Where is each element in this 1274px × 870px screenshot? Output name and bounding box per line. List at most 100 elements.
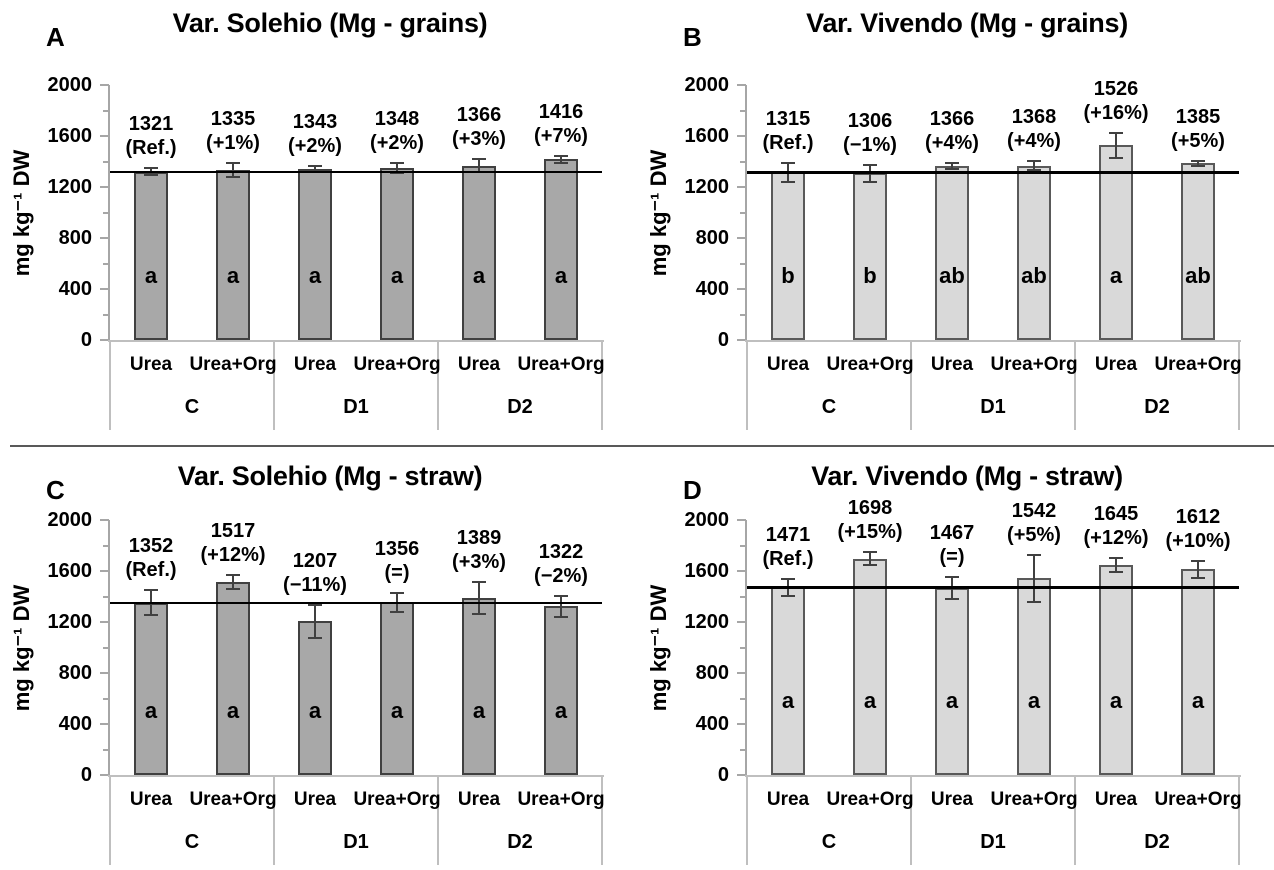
bar-urea-d2 xyxy=(462,597,496,775)
error-bar-cap-bottom xyxy=(1027,169,1041,172)
significance-letter: a xyxy=(144,263,158,289)
error-bar-cap-bottom xyxy=(144,174,158,177)
bar-annotation: 1343 (+2%) xyxy=(260,110,370,158)
bar-urea+org-d1 xyxy=(1017,578,1051,775)
group-separator-line xyxy=(746,777,748,865)
x-category-label: Urea+Org xyxy=(189,354,277,375)
group-separator-line xyxy=(109,342,111,430)
significance-letter: a xyxy=(863,688,877,714)
error-bar-cap-bottom xyxy=(1027,600,1041,603)
bar-urea-c xyxy=(134,602,168,775)
y-axis-line xyxy=(745,85,747,340)
error-bar-line xyxy=(951,162,953,170)
error-bar-cap-top xyxy=(308,164,322,167)
error-bar-cap-bottom xyxy=(226,175,240,178)
panel-title-d: Var. Vivendo (Mg - straw) xyxy=(811,461,1123,491)
y-tick-major xyxy=(737,135,746,137)
x-group-label: D1 xyxy=(343,831,369,853)
y-tick-label: 0 xyxy=(80,764,92,786)
x-axis-line xyxy=(745,340,1241,342)
error-bar-cap-bottom xyxy=(945,168,959,171)
x-category-label: Urea xyxy=(129,354,173,375)
bar-annotation: 1368 (+4%) xyxy=(979,105,1089,153)
y-tick-minor xyxy=(103,109,109,112)
reference-line xyxy=(747,171,1239,174)
y-tick-major xyxy=(100,621,109,623)
bar-annotation: 1612 (+10%) xyxy=(1143,505,1253,553)
y-tick-label: 2000 xyxy=(47,509,93,531)
panel-b: B Var. Vivendo (Mg - grains) mg kg⁻¹ DW … xyxy=(637,0,1274,435)
bar-urea-d2 xyxy=(462,165,496,340)
y-tick-major xyxy=(100,186,109,188)
bar-annotation: 1352 (Ref.) xyxy=(96,534,206,582)
bar-urea-d1 xyxy=(935,587,969,775)
y-tick-label: 0 xyxy=(717,329,729,351)
panel-d: D Var. Vivendo (Mg - straw) mg kg⁻¹ DW 0… xyxy=(637,435,1274,870)
y-tick-minor xyxy=(103,211,109,214)
significance-letter: b xyxy=(781,263,795,289)
error-bar-line xyxy=(232,574,234,589)
x-category-label: Urea+Org xyxy=(517,354,605,375)
error-bar-cap-bottom xyxy=(863,181,877,184)
y-axis-line xyxy=(745,520,747,775)
bar-value-label: 1645 xyxy=(1093,503,1139,526)
x-category-label: Urea xyxy=(457,789,501,810)
bar-percent-label: (+1%) xyxy=(206,131,260,154)
y-tick-minor xyxy=(740,595,746,598)
error-bar-cap-bottom xyxy=(863,563,877,566)
bar-annotation: 1542 (+5%) xyxy=(979,499,1089,547)
y-tick-minor xyxy=(740,646,746,649)
bar-value-label: 1356 xyxy=(374,537,420,560)
bar-annotation: 1306 (−1%) xyxy=(815,109,925,157)
row-divider-line xyxy=(10,445,1274,447)
group-separator-line xyxy=(437,777,439,865)
y-tick-major xyxy=(100,288,109,290)
bar-value-label: 1526 xyxy=(1093,77,1139,100)
error-bar-cap-top xyxy=(781,161,795,164)
bar-percent-label: (Ref.) xyxy=(125,558,177,581)
error-bar-line xyxy=(478,159,480,173)
bar-urea+org-d1 xyxy=(380,168,414,340)
bar-urea+org-d1 xyxy=(1017,165,1051,340)
error-bar-cap-top xyxy=(144,588,158,591)
x-category-label: Urea xyxy=(1094,789,1138,810)
x-group-label: D2 xyxy=(1144,831,1170,853)
group-separator-line xyxy=(1238,342,1240,430)
error-bar-cap-top xyxy=(390,591,404,594)
error-bar-cap-bottom xyxy=(390,172,404,175)
bar-value-label: 1352 xyxy=(128,534,174,557)
bar-percent-label: (Ref.) xyxy=(762,547,814,570)
bar-annotation: 1645 (+12%) xyxy=(1061,502,1171,550)
error-bar-cap-bottom xyxy=(781,595,795,598)
bar-percent-label: (+2%) xyxy=(370,132,424,155)
error-bar-cap-top xyxy=(1191,159,1205,162)
y-tick-major xyxy=(100,84,109,86)
error-bar-cap-top xyxy=(945,576,959,579)
group-separator-line xyxy=(437,342,439,430)
error-bar-cap-top xyxy=(308,603,322,606)
significance-letter: a xyxy=(554,698,568,724)
y-tick-label: 400 xyxy=(695,713,729,735)
error-bar-cap-bottom xyxy=(1191,164,1205,167)
significance-letter: ab xyxy=(1021,263,1047,289)
x-group-label: D2 xyxy=(1144,396,1170,418)
y-tick-minor xyxy=(103,262,109,265)
x-category-label: Urea+Org xyxy=(517,789,605,810)
significance-letter: a xyxy=(1109,263,1123,289)
y-tick-label: 400 xyxy=(58,713,92,735)
error-bar-cap-bottom xyxy=(472,612,486,615)
error-bar-cap-top xyxy=(781,577,795,580)
x-category-label: Urea+Org xyxy=(990,789,1078,810)
bar-urea-d1 xyxy=(298,621,332,775)
x-group-label: D1 xyxy=(980,396,1006,418)
error-bar-line xyxy=(1115,558,1117,573)
bar-urea-d2 xyxy=(1099,145,1133,340)
y-tick-major xyxy=(100,135,109,137)
bar-percent-label: (=) xyxy=(384,561,410,584)
y-tick-minor xyxy=(103,697,109,700)
bar-value-label: 1385 xyxy=(1175,105,1221,128)
y-tick-label: 400 xyxy=(58,278,92,300)
group-separator-line xyxy=(601,342,603,430)
significance-letter: a xyxy=(554,263,568,289)
